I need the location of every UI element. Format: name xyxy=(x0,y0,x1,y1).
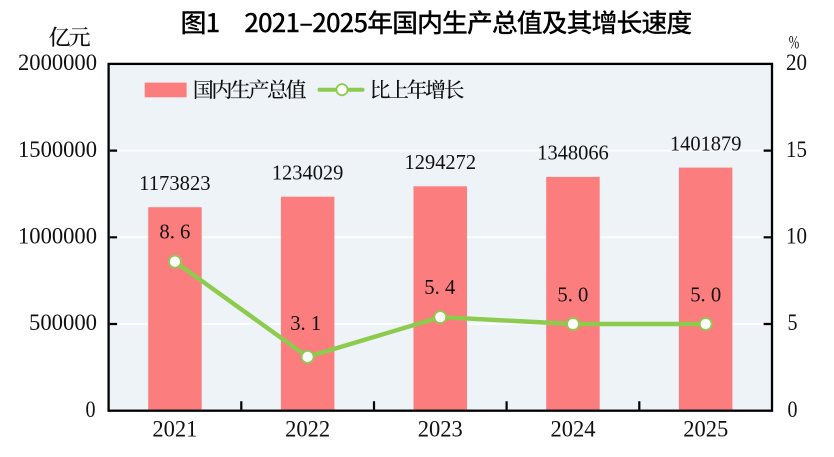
svg-text:1234029: 1234029 xyxy=(272,161,344,185)
svg-text:10: 10 xyxy=(786,224,807,249)
svg-text:1294272: 1294272 xyxy=(405,150,477,174)
svg-text:1500000: 1500000 xyxy=(18,137,97,162)
svg-text:15: 15 xyxy=(786,137,807,162)
svg-text:8. 6: 8. 6 xyxy=(159,220,190,244)
svg-text:1000000: 1000000 xyxy=(18,224,97,249)
svg-text:2024: 2024 xyxy=(551,416,596,441)
svg-text:2021: 2021 xyxy=(152,416,197,441)
svg-text:0: 0 xyxy=(788,397,798,422)
svg-text:2023: 2023 xyxy=(418,416,463,441)
svg-text:5. 0: 5. 0 xyxy=(690,283,721,307)
svg-text:5: 5 xyxy=(788,310,798,335)
svg-text:2022: 2022 xyxy=(285,416,330,441)
svg-text:1173823: 1173823 xyxy=(139,171,211,195)
svg-text:500000: 500000 xyxy=(29,310,97,335)
svg-text:1401879: 1401879 xyxy=(670,131,742,155)
svg-text:3. 1: 3. 1 xyxy=(290,311,321,335)
svg-text:1348066: 1348066 xyxy=(537,141,609,165)
svg-text:20: 20 xyxy=(786,50,807,75)
svg-text:2025: 2025 xyxy=(683,416,728,441)
svg-text:5. 0: 5. 0 xyxy=(557,283,588,307)
svg-text:2000000: 2000000 xyxy=(18,50,97,75)
svg-text:0: 0 xyxy=(86,397,96,422)
svg-text:5. 4: 5. 4 xyxy=(424,275,455,299)
svg-text:%: % xyxy=(789,33,800,54)
